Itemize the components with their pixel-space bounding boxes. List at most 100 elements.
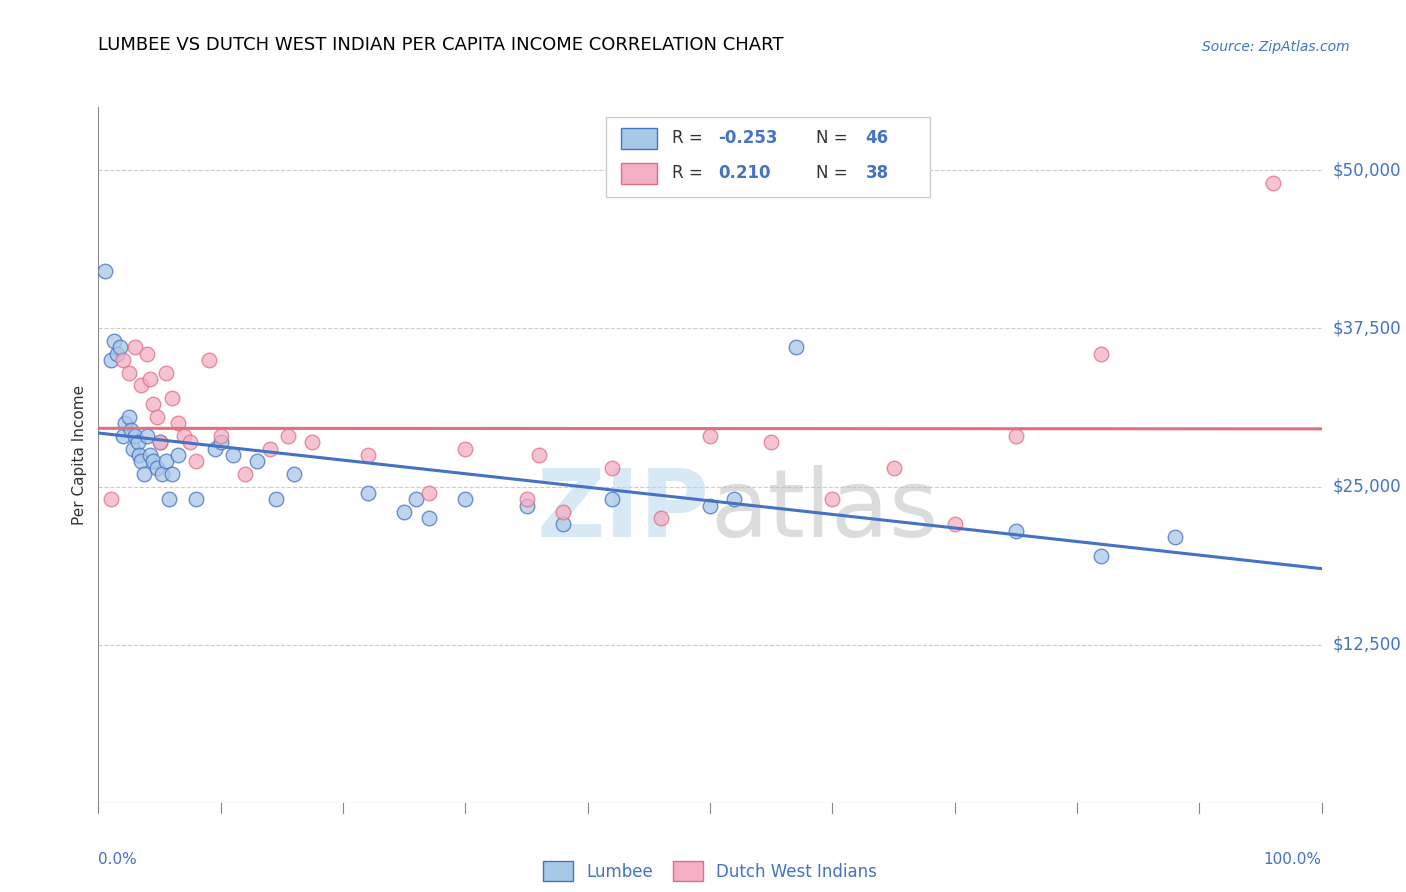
Point [392, 505, 416, 519]
Point [146, 460, 169, 475]
Point [167, 417, 190, 431]
Text: 0.0%: 0.0% [98, 852, 138, 866]
Point [761, 435, 783, 450]
Point [142, 454, 165, 468]
Point [139, 448, 162, 462]
Text: N =: N = [817, 129, 853, 147]
Point [1004, 524, 1026, 538]
Text: R =: R = [672, 129, 709, 147]
Point [883, 460, 905, 475]
Text: LUMBEE VS DUTCH WEST INDIAN PER CAPITA INCOME CORRELATION CHART: LUMBEE VS DUTCH WEST INDIAN PER CAPITA I… [98, 36, 785, 54]
Point [155, 454, 177, 468]
Point [277, 429, 299, 443]
Point [136, 429, 159, 443]
Point [418, 486, 440, 500]
Point [259, 442, 281, 456]
Point [124, 340, 146, 354]
Point [283, 467, 305, 481]
Point [356, 448, 378, 462]
Point [150, 467, 173, 481]
Point [139, 372, 162, 386]
Point [111, 429, 134, 443]
Point [129, 454, 152, 468]
Point [600, 492, 623, 507]
Point [105, 347, 128, 361]
Text: 100.0%: 100.0% [1264, 852, 1322, 866]
Legend: Lumbee, Dutch West Indians: Lumbee, Dutch West Indians [543, 861, 877, 881]
Point [600, 460, 623, 475]
Point [155, 366, 177, 380]
Point [454, 442, 477, 456]
Point [100, 492, 122, 507]
Point [454, 492, 477, 507]
Point [93, 264, 115, 278]
Point [222, 448, 245, 462]
Point [118, 409, 141, 424]
Point [1164, 530, 1187, 544]
Point [356, 486, 378, 500]
Point [124, 429, 146, 443]
Text: ZIP: ZIP [537, 465, 710, 557]
Point [157, 492, 180, 507]
Point [650, 511, 672, 525]
Point [204, 442, 226, 456]
Point [179, 435, 201, 450]
Point [100, 353, 122, 368]
Point [699, 429, 721, 443]
Point [121, 442, 143, 456]
Point [418, 511, 440, 525]
Y-axis label: Per Capita Income: Per Capita Income [72, 384, 87, 525]
Point [246, 454, 269, 468]
Point [515, 492, 537, 507]
Point [160, 467, 183, 481]
Text: $50,000: $50,000 [1333, 161, 1402, 179]
Text: $12,500: $12,500 [1333, 636, 1402, 654]
Point [1004, 429, 1026, 443]
Point [167, 448, 190, 462]
Point [103, 334, 125, 348]
Point [699, 499, 721, 513]
FancyBboxPatch shape [606, 118, 931, 197]
Point [209, 429, 232, 443]
Point [186, 492, 208, 507]
Text: $25,000: $25,000 [1333, 477, 1402, 496]
Point [128, 448, 150, 462]
Point [1261, 176, 1284, 190]
Point [1090, 347, 1112, 361]
Point [149, 435, 172, 450]
FancyBboxPatch shape [620, 162, 658, 184]
Point [785, 340, 807, 354]
Point [142, 397, 165, 411]
Point [233, 467, 256, 481]
Point [114, 417, 136, 431]
Text: R =: R = [672, 164, 713, 182]
Point [118, 366, 141, 380]
Point [127, 435, 149, 450]
Point [132, 467, 155, 481]
Point [149, 435, 172, 450]
Point [553, 517, 575, 532]
Point [173, 429, 195, 443]
Point [821, 492, 844, 507]
Text: 38: 38 [865, 164, 889, 182]
Point [943, 517, 966, 532]
Point [146, 409, 169, 424]
Point [264, 492, 287, 507]
Text: -0.253: -0.253 [718, 129, 778, 147]
Point [209, 435, 232, 450]
Point [111, 353, 134, 368]
Point [186, 454, 208, 468]
Point [527, 448, 550, 462]
Text: 0.210: 0.210 [718, 164, 770, 182]
FancyBboxPatch shape [620, 128, 658, 149]
Point [110, 340, 132, 354]
Point [553, 505, 575, 519]
Point [120, 423, 142, 437]
Text: N =: N = [817, 164, 853, 182]
Point [723, 492, 745, 507]
Point [1090, 549, 1112, 563]
Point [136, 347, 159, 361]
Point [197, 353, 219, 368]
Text: $37,500: $37,500 [1333, 319, 1402, 337]
Point [405, 492, 427, 507]
